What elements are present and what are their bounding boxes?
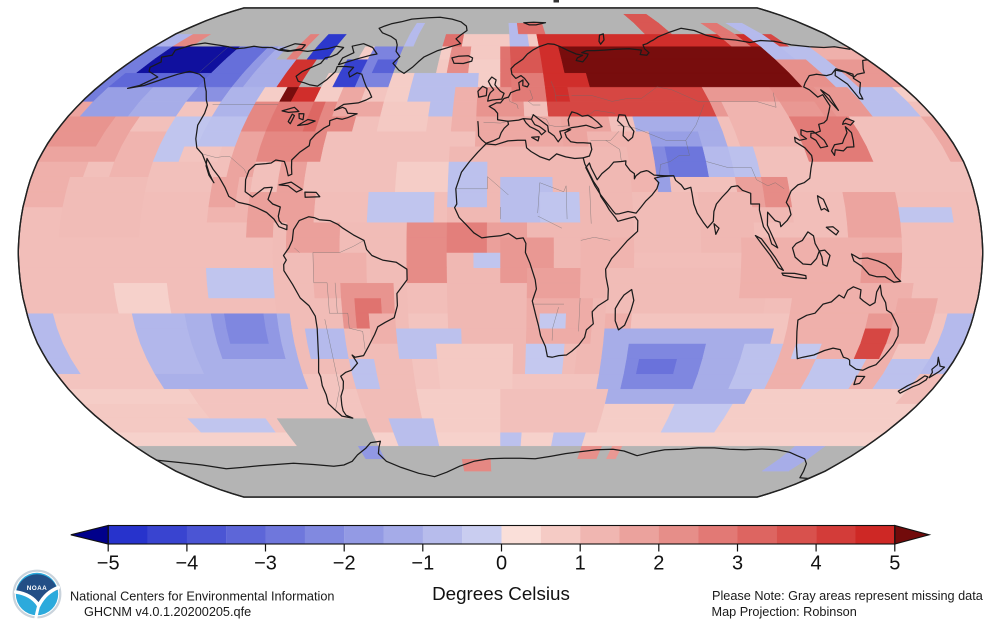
svg-text:−2: −2 [333,553,356,575]
svg-text:Degrees Celsius: Degrees Celsius [432,583,570,604]
svg-text:4: 4 [811,553,822,575]
svg-text:2: 2 [653,553,664,575]
svg-text:−5: −5 [97,553,120,575]
svg-text:3: 3 [732,553,743,575]
svg-text:−4: −4 [175,553,198,575]
svg-text:1: 1 [575,553,586,575]
svg-text:5: 5 [889,553,900,575]
svg-text:Map Projection: Robinson: Map Projection: Robinson [712,605,857,619]
svg-text:Please Note: Gray areas repres: Please Note: Gray areas represent missin… [712,589,984,603]
svg-text:NOAA: NOAA [27,585,47,592]
svg-text:−1: −1 [411,553,434,575]
svg-text:National Centers for Environme: National Centers for Environmental Infor… [70,589,334,603]
svg-text:−3: −3 [254,553,277,575]
svg-text:0: 0 [496,553,507,575]
svg-text:GHCNM v4.0.1.20200205.qfe: GHCNM v4.0.1.20200205.qfe [84,605,251,619]
